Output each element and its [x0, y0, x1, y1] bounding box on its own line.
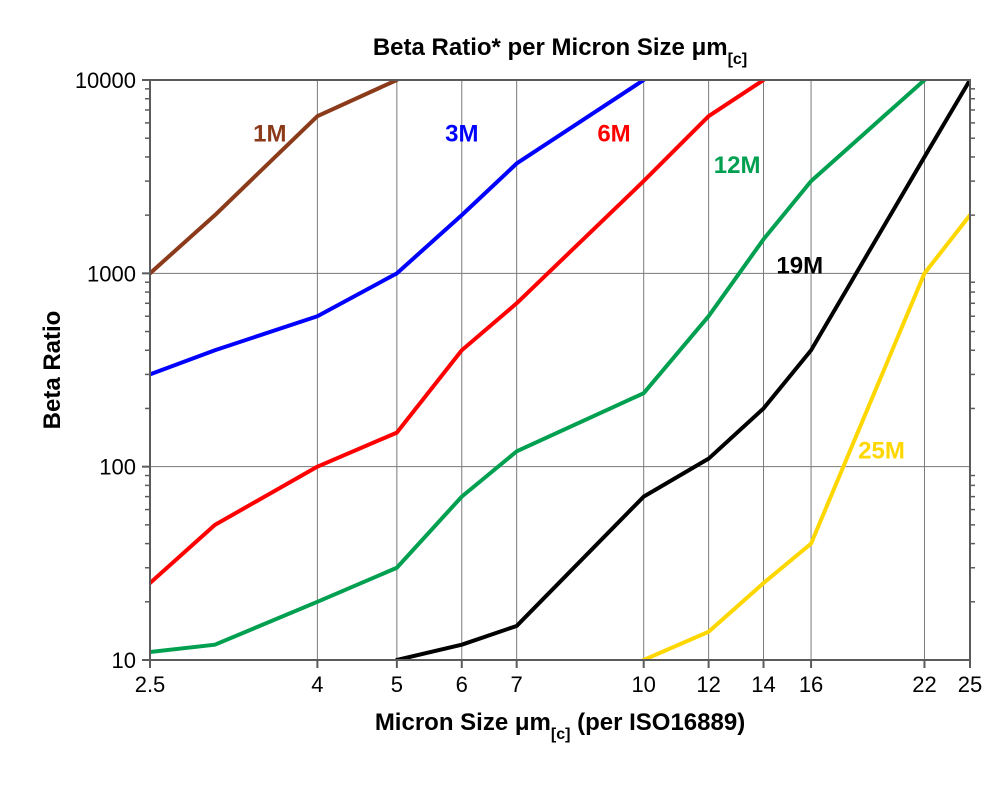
y-tick-label: 10000: [75, 68, 136, 93]
y-tick-label: 10: [112, 648, 136, 673]
x-tick-label: 4: [311, 672, 323, 697]
series-label-1M: 1M: [253, 121, 286, 148]
series-label-12M: 12M: [714, 152, 761, 179]
x-tick-label: 16: [799, 672, 823, 697]
y-tick-label: 1000: [87, 261, 136, 286]
series-label-6M: 6M: [597, 121, 630, 148]
x-tick-label: 12: [696, 672, 720, 697]
x-tick-label: 10: [631, 672, 655, 697]
x-tick-label: 2.5: [135, 672, 166, 697]
y-axis-label: Beta Ratio: [39, 311, 66, 430]
y-tick-label: 100: [99, 455, 136, 480]
series-label-19M: 19M: [776, 252, 823, 279]
x-tick-label: 6: [456, 672, 468, 697]
series-label-25M: 25M: [858, 438, 905, 465]
series-label-3M: 3M: [445, 121, 478, 148]
x-tick-label: 5: [391, 672, 403, 697]
x-tick-label: 7: [511, 672, 523, 697]
beta-ratio-chart: 2.5 4 5 6 7 10 12 14 16 22 25 10 100 1000 10000 1M 3M 6M 1…: [20, 20, 1008, 766]
chart-container: 2.5 4 5 6 7 10 12 14 16 22 25 10 100 1000 10000 1M 3M 6M 1…: [20, 20, 1008, 766]
x-tick-label: 22: [912, 672, 936, 697]
x-tick-label: 14: [751, 672, 775, 697]
x-tick-label: 25: [958, 672, 982, 697]
